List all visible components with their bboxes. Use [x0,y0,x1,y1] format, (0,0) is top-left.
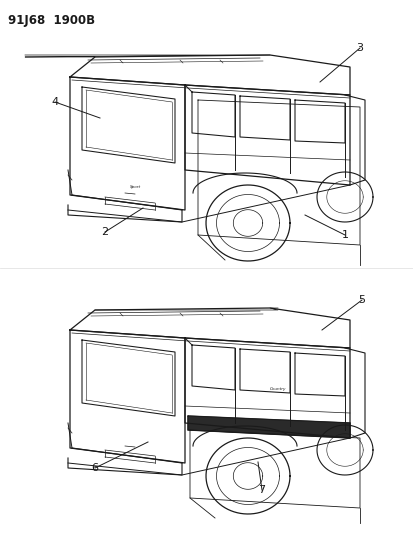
Polygon shape [188,416,349,438]
Text: 2: 2 [101,227,108,237]
Text: Sport: Sport [130,185,141,189]
Text: 1: 1 [341,230,348,240]
Text: 6: 6 [91,463,98,473]
Text: 5: 5 [358,295,365,305]
Text: 91J68  1900B: 91J68 1900B [8,14,95,27]
Text: 4: 4 [51,97,58,107]
Text: 7: 7 [258,485,265,495]
Text: 3: 3 [356,43,363,53]
Text: Country: Country [269,387,286,391]
